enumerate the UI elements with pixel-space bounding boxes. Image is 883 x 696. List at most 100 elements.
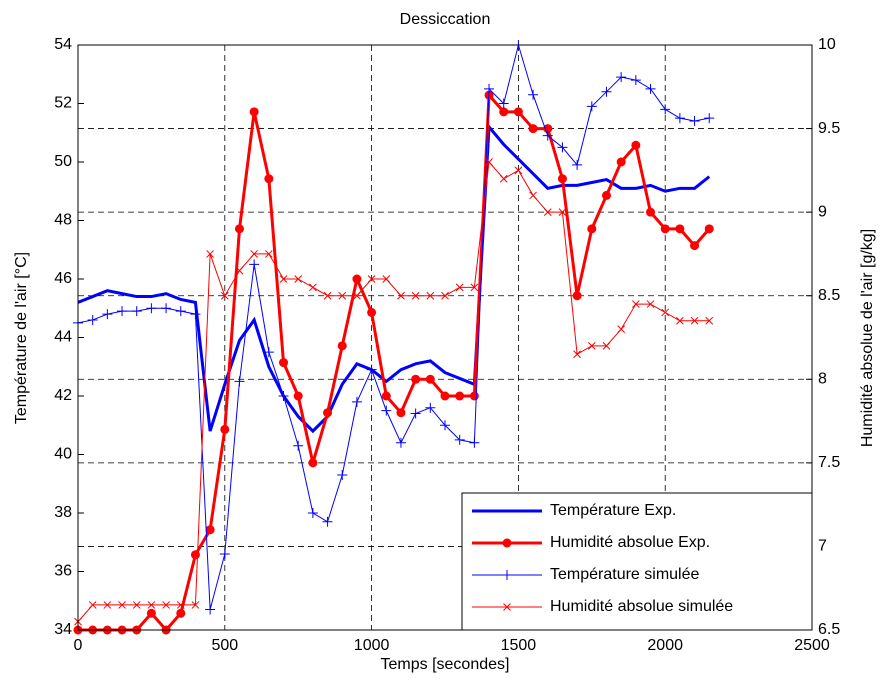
x-tick-label: 0 bbox=[74, 637, 83, 654]
marker bbox=[395, 437, 406, 448]
marker bbox=[279, 358, 289, 368]
marker bbox=[366, 364, 377, 375]
marker bbox=[338, 291, 347, 300]
marker bbox=[131, 306, 142, 317]
y-tick-label: 44 bbox=[54, 329, 72, 346]
marker bbox=[557, 142, 568, 153]
marker bbox=[278, 391, 289, 401]
marker bbox=[704, 113, 715, 124]
marker bbox=[411, 291, 420, 300]
marker bbox=[440, 391, 450, 401]
y-tick-label: 42 bbox=[54, 387, 72, 404]
marker bbox=[470, 283, 479, 292]
marker bbox=[514, 166, 523, 175]
legend-label: Température Exp. bbox=[550, 502, 676, 519]
marker bbox=[264, 250, 273, 258]
legend-label: Température simulée bbox=[550, 566, 700, 583]
marker bbox=[176, 601, 185, 609]
x-axis-label: Temps [secondes] bbox=[381, 656, 510, 673]
marker bbox=[250, 250, 259, 258]
marker bbox=[529, 191, 537, 200]
marker bbox=[411, 374, 421, 384]
marker bbox=[572, 159, 583, 170]
marker bbox=[294, 275, 303, 283]
series-line bbox=[77, 160, 710, 622]
marker bbox=[161, 303, 172, 314]
y2-tick-label: 6.5 bbox=[818, 621, 840, 638]
marker bbox=[690, 316, 699, 325]
marker bbox=[219, 548, 230, 559]
marker bbox=[147, 601, 156, 609]
marker bbox=[675, 224, 685, 234]
legend-label: Humidité absolue Exp. bbox=[550, 534, 710, 551]
marker bbox=[323, 291, 332, 300]
marker bbox=[616, 72, 627, 83]
marker bbox=[88, 601, 97, 609]
y2-tick-label: 10 bbox=[818, 36, 836, 53]
marker bbox=[307, 508, 318, 518]
marker bbox=[146, 303, 157, 314]
marker bbox=[249, 259, 260, 270]
legend: Température Exp. Humidité absolue Exp. Tem… bbox=[461, 492, 813, 631]
marker bbox=[367, 275, 376, 283]
marker bbox=[513, 107, 523, 117]
marker bbox=[572, 291, 582, 301]
marker bbox=[645, 83, 656, 94]
y2-tick-label: 8.5 bbox=[818, 287, 840, 304]
y-tick-label: 52 bbox=[54, 95, 72, 112]
marker bbox=[367, 307, 377, 317]
marker bbox=[87, 314, 98, 325]
marker bbox=[425, 374, 435, 384]
marker bbox=[542, 130, 553, 141]
marker bbox=[190, 309, 201, 320]
y-axis-label: Température de l'air [°C] bbox=[13, 252, 30, 424]
marker bbox=[674, 113, 685, 124]
marker bbox=[690, 241, 700, 251]
marker bbox=[322, 516, 333, 527]
x-tick-label: 1500 bbox=[501, 637, 537, 654]
y2-tick-label: 7.5 bbox=[818, 454, 840, 471]
y-tick-label: 50 bbox=[54, 153, 72, 170]
marker bbox=[337, 341, 347, 351]
y-tick-label: 34 bbox=[54, 621, 72, 638]
y2-tick-label: 9.5 bbox=[818, 120, 840, 137]
marker bbox=[440, 420, 450, 431]
marker bbox=[410, 408, 421, 419]
marker bbox=[587, 342, 596, 350]
marker bbox=[337, 469, 348, 480]
marker bbox=[630, 75, 641, 86]
y2-tick-label: 9 bbox=[818, 203, 827, 220]
marker bbox=[206, 250, 214, 258]
marker bbox=[352, 274, 362, 284]
marker bbox=[484, 83, 495, 94]
marker bbox=[558, 208, 567, 216]
marker bbox=[543, 208, 552, 216]
marker bbox=[528, 124, 538, 134]
marker bbox=[132, 601, 141, 609]
marker bbox=[323, 408, 333, 418]
marker bbox=[601, 190, 611, 200]
marker bbox=[234, 376, 245, 387]
marker bbox=[631, 300, 640, 308]
marker bbox=[353, 291, 361, 300]
marker bbox=[102, 309, 113, 320]
marker bbox=[220, 424, 230, 434]
marker bbox=[263, 347, 274, 358]
marker bbox=[528, 89, 539, 100]
x-tick-label: 1000 bbox=[354, 637, 390, 654]
marker bbox=[190, 550, 200, 560]
marker bbox=[704, 224, 714, 234]
marker bbox=[117, 306, 128, 317]
marker bbox=[557, 174, 567, 184]
marker bbox=[382, 275, 391, 283]
marker bbox=[293, 391, 303, 401]
plot-frame bbox=[77, 44, 813, 631]
marker bbox=[646, 300, 655, 308]
marker bbox=[235, 266, 244, 275]
marker bbox=[441, 291, 449, 300]
marker bbox=[176, 608, 186, 618]
marker bbox=[502, 538, 512, 548]
marker bbox=[660, 224, 670, 234]
x-tick-label: 500 bbox=[211, 637, 238, 654]
